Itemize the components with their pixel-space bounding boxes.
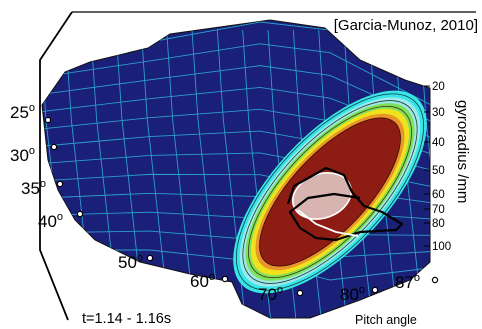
pitch-marker-80 [371, 286, 379, 294]
gyro-tick-80: 80 [432, 218, 445, 230]
time-label: t=1.14 - 1.16s [82, 311, 171, 327]
pitch-marker-70 [296, 289, 304, 297]
pitch-marker-40 [76, 210, 84, 218]
contour-line-2 [242, 100, 418, 284]
y-axis-label: gyroradius /mm [454, 100, 471, 203]
gyro-tick-70: 70 [432, 204, 445, 216]
pitch-angle-markers: 25o 30o 35o 40o 50o 60o 70o 80o 87o [10, 102, 439, 304]
pitch-tick-25: 25o [10, 102, 35, 122]
pitch-tick-80: 80o [340, 284, 365, 304]
pitch-tick-70: 70o [258, 284, 283, 304]
pitch-tick-87: 87o [395, 272, 420, 292]
contour-line-1 [235, 93, 425, 291]
gyro-tick-100: 100 [432, 241, 451, 253]
gyro-tick-20: 20 [432, 81, 445, 93]
x-axis-label: Pitch angle [355, 313, 417, 327]
pitch-marker-35 [56, 180, 64, 188]
citation-title: [Garcia-Munoz, 2010] [334, 17, 478, 34]
pitch-marker-87 [431, 276, 439, 284]
pitch-tick-60: 60o [190, 271, 215, 291]
pitch-tick-30: 30o [10, 145, 35, 165]
contour-line-3 [248, 105, 412, 279]
gyro-tick-50: 50 [432, 165, 445, 177]
measurement-overlay [286, 166, 404, 242]
pitch-tick-40: 40o [38, 211, 63, 231]
frame-left [39, 11, 73, 321]
gyro-tick-30: 30 [432, 107, 445, 119]
pitch-tick-50: 50o [118, 252, 143, 272]
gyro-tick-60: 60 [432, 189, 445, 201]
pitch-tick-35: 35o [21, 178, 46, 198]
pitch-marker-50 [146, 254, 154, 262]
pitch-marker-25 [44, 116, 52, 124]
pitch-marker-30 [50, 143, 58, 151]
gyroradius-ticks: 20 30 40 50 60 70 80 100 [424, 81, 451, 253]
white-overlay [297, 209, 359, 237]
gyro-tick-40: 40 [432, 137, 445, 149]
pitch-marker-60 [221, 275, 229, 283]
